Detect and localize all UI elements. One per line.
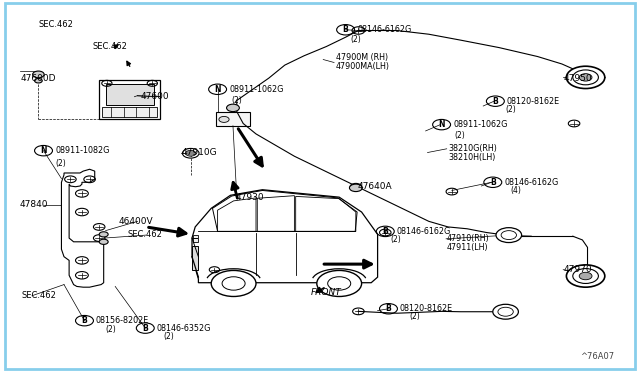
Text: B: B [490, 178, 495, 187]
Text: 47970: 47970 [563, 265, 592, 274]
Circle shape [498, 307, 513, 316]
Circle shape [493, 304, 518, 319]
Text: 46400V: 46400V [118, 217, 153, 226]
Text: N: N [214, 85, 221, 94]
FancyBboxPatch shape [99, 80, 160, 119]
Text: 47911(LH): 47911(LH) [447, 243, 488, 252]
FancyBboxPatch shape [5, 3, 635, 369]
FancyBboxPatch shape [216, 112, 250, 126]
Circle shape [501, 231, 516, 240]
Circle shape [328, 277, 351, 290]
Text: 47910G: 47910G [181, 148, 217, 157]
Text: 08120-8162E: 08120-8162E [400, 304, 453, 313]
Circle shape [99, 239, 108, 244]
Text: 47900MA(LH): 47900MA(LH) [336, 62, 390, 71]
Text: (2): (2) [390, 235, 401, 244]
Text: 47910(RH): 47910(RH) [447, 234, 490, 243]
Text: ^76A07: ^76A07 [580, 352, 614, 361]
Text: (2): (2) [106, 325, 116, 334]
Circle shape [211, 270, 256, 296]
Circle shape [33, 71, 44, 78]
Text: 08911-1082G: 08911-1082G [55, 146, 109, 155]
Text: 08146-6352G: 08146-6352G [157, 324, 211, 333]
Text: N: N [40, 146, 47, 155]
Text: (4): (4) [511, 186, 522, 195]
Circle shape [579, 74, 592, 81]
Text: (2): (2) [454, 131, 465, 140]
Circle shape [186, 150, 196, 156]
Circle shape [317, 270, 362, 296]
Text: (2): (2) [232, 96, 243, 105]
Circle shape [573, 269, 598, 283]
Text: 38210H(LH): 38210H(LH) [448, 153, 495, 162]
Text: 08146-6162G: 08146-6162G [504, 178, 559, 187]
Text: 47640A: 47640A [357, 182, 392, 191]
Circle shape [579, 272, 592, 280]
Text: (2): (2) [506, 105, 516, 114]
Text: 08146-6162G: 08146-6162G [397, 227, 451, 236]
Text: B: B [343, 25, 348, 34]
Text: 08911-1062G: 08911-1062G [453, 120, 508, 129]
Text: SEC.462: SEC.462 [21, 291, 56, 300]
Circle shape [35, 78, 42, 83]
Circle shape [227, 104, 239, 112]
Text: (2): (2) [56, 159, 67, 168]
Circle shape [566, 265, 605, 287]
Circle shape [349, 184, 362, 192]
Text: 08120-8162E: 08120-8162E [507, 97, 560, 106]
Text: B: B [82, 316, 87, 325]
Text: B: B [143, 324, 148, 333]
Text: (2): (2) [351, 35, 362, 44]
Text: SEC.462: SEC.462 [38, 20, 73, 29]
Text: FRONT: FRONT [310, 288, 341, 296]
Circle shape [566, 66, 605, 89]
Text: B: B [493, 97, 498, 106]
Circle shape [99, 232, 108, 237]
Text: 08146-6162G: 08146-6162G [357, 25, 412, 34]
Text: 38210G(RH): 38210G(RH) [448, 144, 497, 153]
Text: (2): (2) [163, 332, 174, 341]
Circle shape [222, 277, 245, 290]
FancyBboxPatch shape [106, 84, 154, 105]
Text: 47900M (RH): 47900M (RH) [336, 53, 388, 62]
Text: 47600D: 47600D [20, 74, 56, 83]
FancyBboxPatch shape [192, 246, 198, 270]
Circle shape [573, 70, 598, 85]
FancyBboxPatch shape [193, 235, 198, 242]
Text: B: B [383, 227, 388, 236]
Text: 47600: 47600 [141, 92, 170, 101]
Text: 08911-1062G: 08911-1062G [229, 85, 284, 94]
Circle shape [219, 116, 229, 122]
Text: SEC.462: SEC.462 [128, 230, 163, 239]
Text: (2): (2) [410, 312, 420, 321]
Text: SEC.462: SEC.462 [93, 42, 127, 51]
Text: 47840: 47840 [19, 200, 48, 209]
Text: B: B [386, 304, 391, 313]
Text: 47950: 47950 [563, 74, 592, 83]
FancyBboxPatch shape [102, 107, 157, 117]
Text: N: N [438, 120, 445, 129]
Text: 08156-8202E: 08156-8202E [96, 316, 149, 325]
Circle shape [496, 228, 522, 243]
Text: 47930: 47930 [236, 193, 264, 202]
